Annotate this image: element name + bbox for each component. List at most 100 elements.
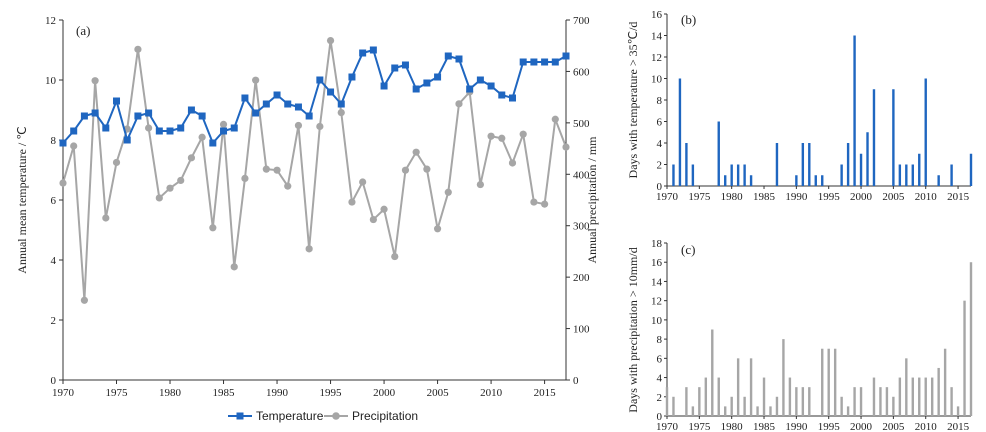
precipitation-point xyxy=(155,194,163,202)
temperature-point xyxy=(80,112,88,120)
precipitation-point xyxy=(91,77,99,85)
precipitation-point xyxy=(369,215,377,224)
panel-b-y-tick-label: 10 xyxy=(651,74,663,86)
temperature-point xyxy=(434,73,442,81)
panel-a-series xyxy=(59,36,570,304)
panel-c-x-tick-label: 1990 xyxy=(785,421,808,432)
temperature-point xyxy=(487,82,495,90)
precipitation-point xyxy=(337,108,345,117)
temperature-point xyxy=(70,127,78,135)
precipitation-point xyxy=(177,176,185,185)
temperature-point xyxy=(145,109,153,117)
temperature-point xyxy=(166,127,174,135)
panel-b-bar xyxy=(846,143,850,186)
panel-b-bar xyxy=(898,164,902,186)
panel-c-x-tick-label: 1970 xyxy=(656,421,679,432)
temperature-point xyxy=(262,100,270,108)
panel-a-left-ylabel: Annual mean temperature / ℃ xyxy=(15,126,29,273)
panel-c-y-tick-label: 4 xyxy=(657,373,663,385)
precipitation-point xyxy=(70,142,78,150)
temperature-point xyxy=(466,85,474,93)
panel-a-right-tick-label: 600 xyxy=(573,66,590,78)
panel-c-bar xyxy=(743,396,746,416)
precipitation-point xyxy=(380,205,388,213)
panel-c-bar xyxy=(827,348,830,416)
panel-a-x-tick-label: 2015 xyxy=(534,387,557,399)
panel-a-left-tick-label: 4 xyxy=(51,255,57,267)
panel-c-bar xyxy=(937,367,940,416)
precipitation-point xyxy=(487,132,495,140)
temperature-point xyxy=(562,52,570,60)
precipitation-point xyxy=(145,124,153,132)
panel-a-x-tick-label: 1975 xyxy=(106,387,129,399)
precipitation-point xyxy=(476,180,484,189)
temperature-point xyxy=(198,112,206,120)
panel-c-bar xyxy=(756,406,759,416)
temperature-point xyxy=(91,109,99,117)
temperature-point xyxy=(155,127,163,135)
panel-a-x-tick-label: 1985 xyxy=(213,387,236,399)
panel-b-bar xyxy=(821,175,824,186)
temperature-point xyxy=(380,82,388,90)
panel-a-x-tick-label: 2010 xyxy=(480,387,503,399)
precipitation-point xyxy=(401,166,410,174)
temperature-point xyxy=(241,94,249,102)
panel-a-x-tick-label: 1990 xyxy=(266,387,289,399)
panel-c-bar xyxy=(795,387,798,416)
precipitation-point xyxy=(134,45,142,53)
precipitation-point xyxy=(455,100,463,108)
panel-b-bar xyxy=(672,164,675,186)
precipitation-point xyxy=(198,133,206,141)
panel-a-x-tick-label: 2005 xyxy=(427,387,450,399)
panel-b-bar xyxy=(840,164,843,186)
panel-b-bar xyxy=(892,89,895,186)
panel-c-bar xyxy=(749,358,753,416)
panel-c-bar xyxy=(930,377,934,416)
panel-c-bar xyxy=(885,387,889,416)
temperature-point xyxy=(327,88,335,96)
panel-b-y-tick-label: 14 xyxy=(651,31,663,43)
panel-c-bar xyxy=(724,406,727,416)
temperature-point xyxy=(230,124,238,132)
panel-c-bar xyxy=(846,406,850,416)
panel-c-y-tick-label: 0 xyxy=(657,411,663,423)
temperature-point xyxy=(187,106,195,114)
panel-b-y-tick-label: 0 xyxy=(657,181,663,193)
panel-c-x-tick-label: 2010 xyxy=(915,421,938,432)
panel-a-x-tick-label: 1995 xyxy=(320,387,343,399)
panel-c-y-tick-label: 16 xyxy=(651,257,663,269)
temperature-point xyxy=(59,139,67,147)
panel-c-label: (c) xyxy=(681,242,695,257)
panel-a-right-tick-label: 0 xyxy=(573,375,579,387)
panel-c-x-tick-label: 2000 xyxy=(850,421,873,432)
panel-c-x-tick-label: 1975 xyxy=(688,421,711,432)
panel-b-bar xyxy=(969,153,973,186)
panel-c-bar xyxy=(711,329,714,416)
temperature-point xyxy=(444,52,452,60)
precipitation-point xyxy=(294,121,303,130)
temperature-point xyxy=(209,139,217,147)
panel-c-chart: 0 2 4 6 8 10 12 14 16 18 1970 1975 1980 1985 1990 1995 2… xyxy=(626,238,973,432)
panel-b-bar xyxy=(775,143,779,186)
panel-a-x-tick-label: 1980 xyxy=(159,387,182,399)
panel-a-right-tick-label: 500 xyxy=(573,118,590,130)
panel-b-x-tick-label: 2000 xyxy=(850,191,873,203)
precipitation-point xyxy=(391,252,399,261)
panel-b-bar xyxy=(724,175,727,186)
panel-c-bar xyxy=(685,387,688,416)
panel-c-bar xyxy=(911,377,914,416)
panel-c-bar xyxy=(853,387,856,416)
temperature-point xyxy=(423,79,431,87)
panel-c-bar xyxy=(840,396,843,416)
panel-b-bar xyxy=(950,164,953,186)
precipitation-line xyxy=(62,40,567,301)
panel-c-y-tick-label: 14 xyxy=(651,276,663,288)
precipitation-point xyxy=(241,174,249,182)
panel-c-bar xyxy=(892,396,895,416)
panel-c-bar xyxy=(736,358,740,416)
panel-c-bar xyxy=(943,348,947,416)
panel-c-bar xyxy=(879,387,882,416)
panel-b-bar xyxy=(918,153,921,186)
panel-b-bar xyxy=(911,164,914,186)
